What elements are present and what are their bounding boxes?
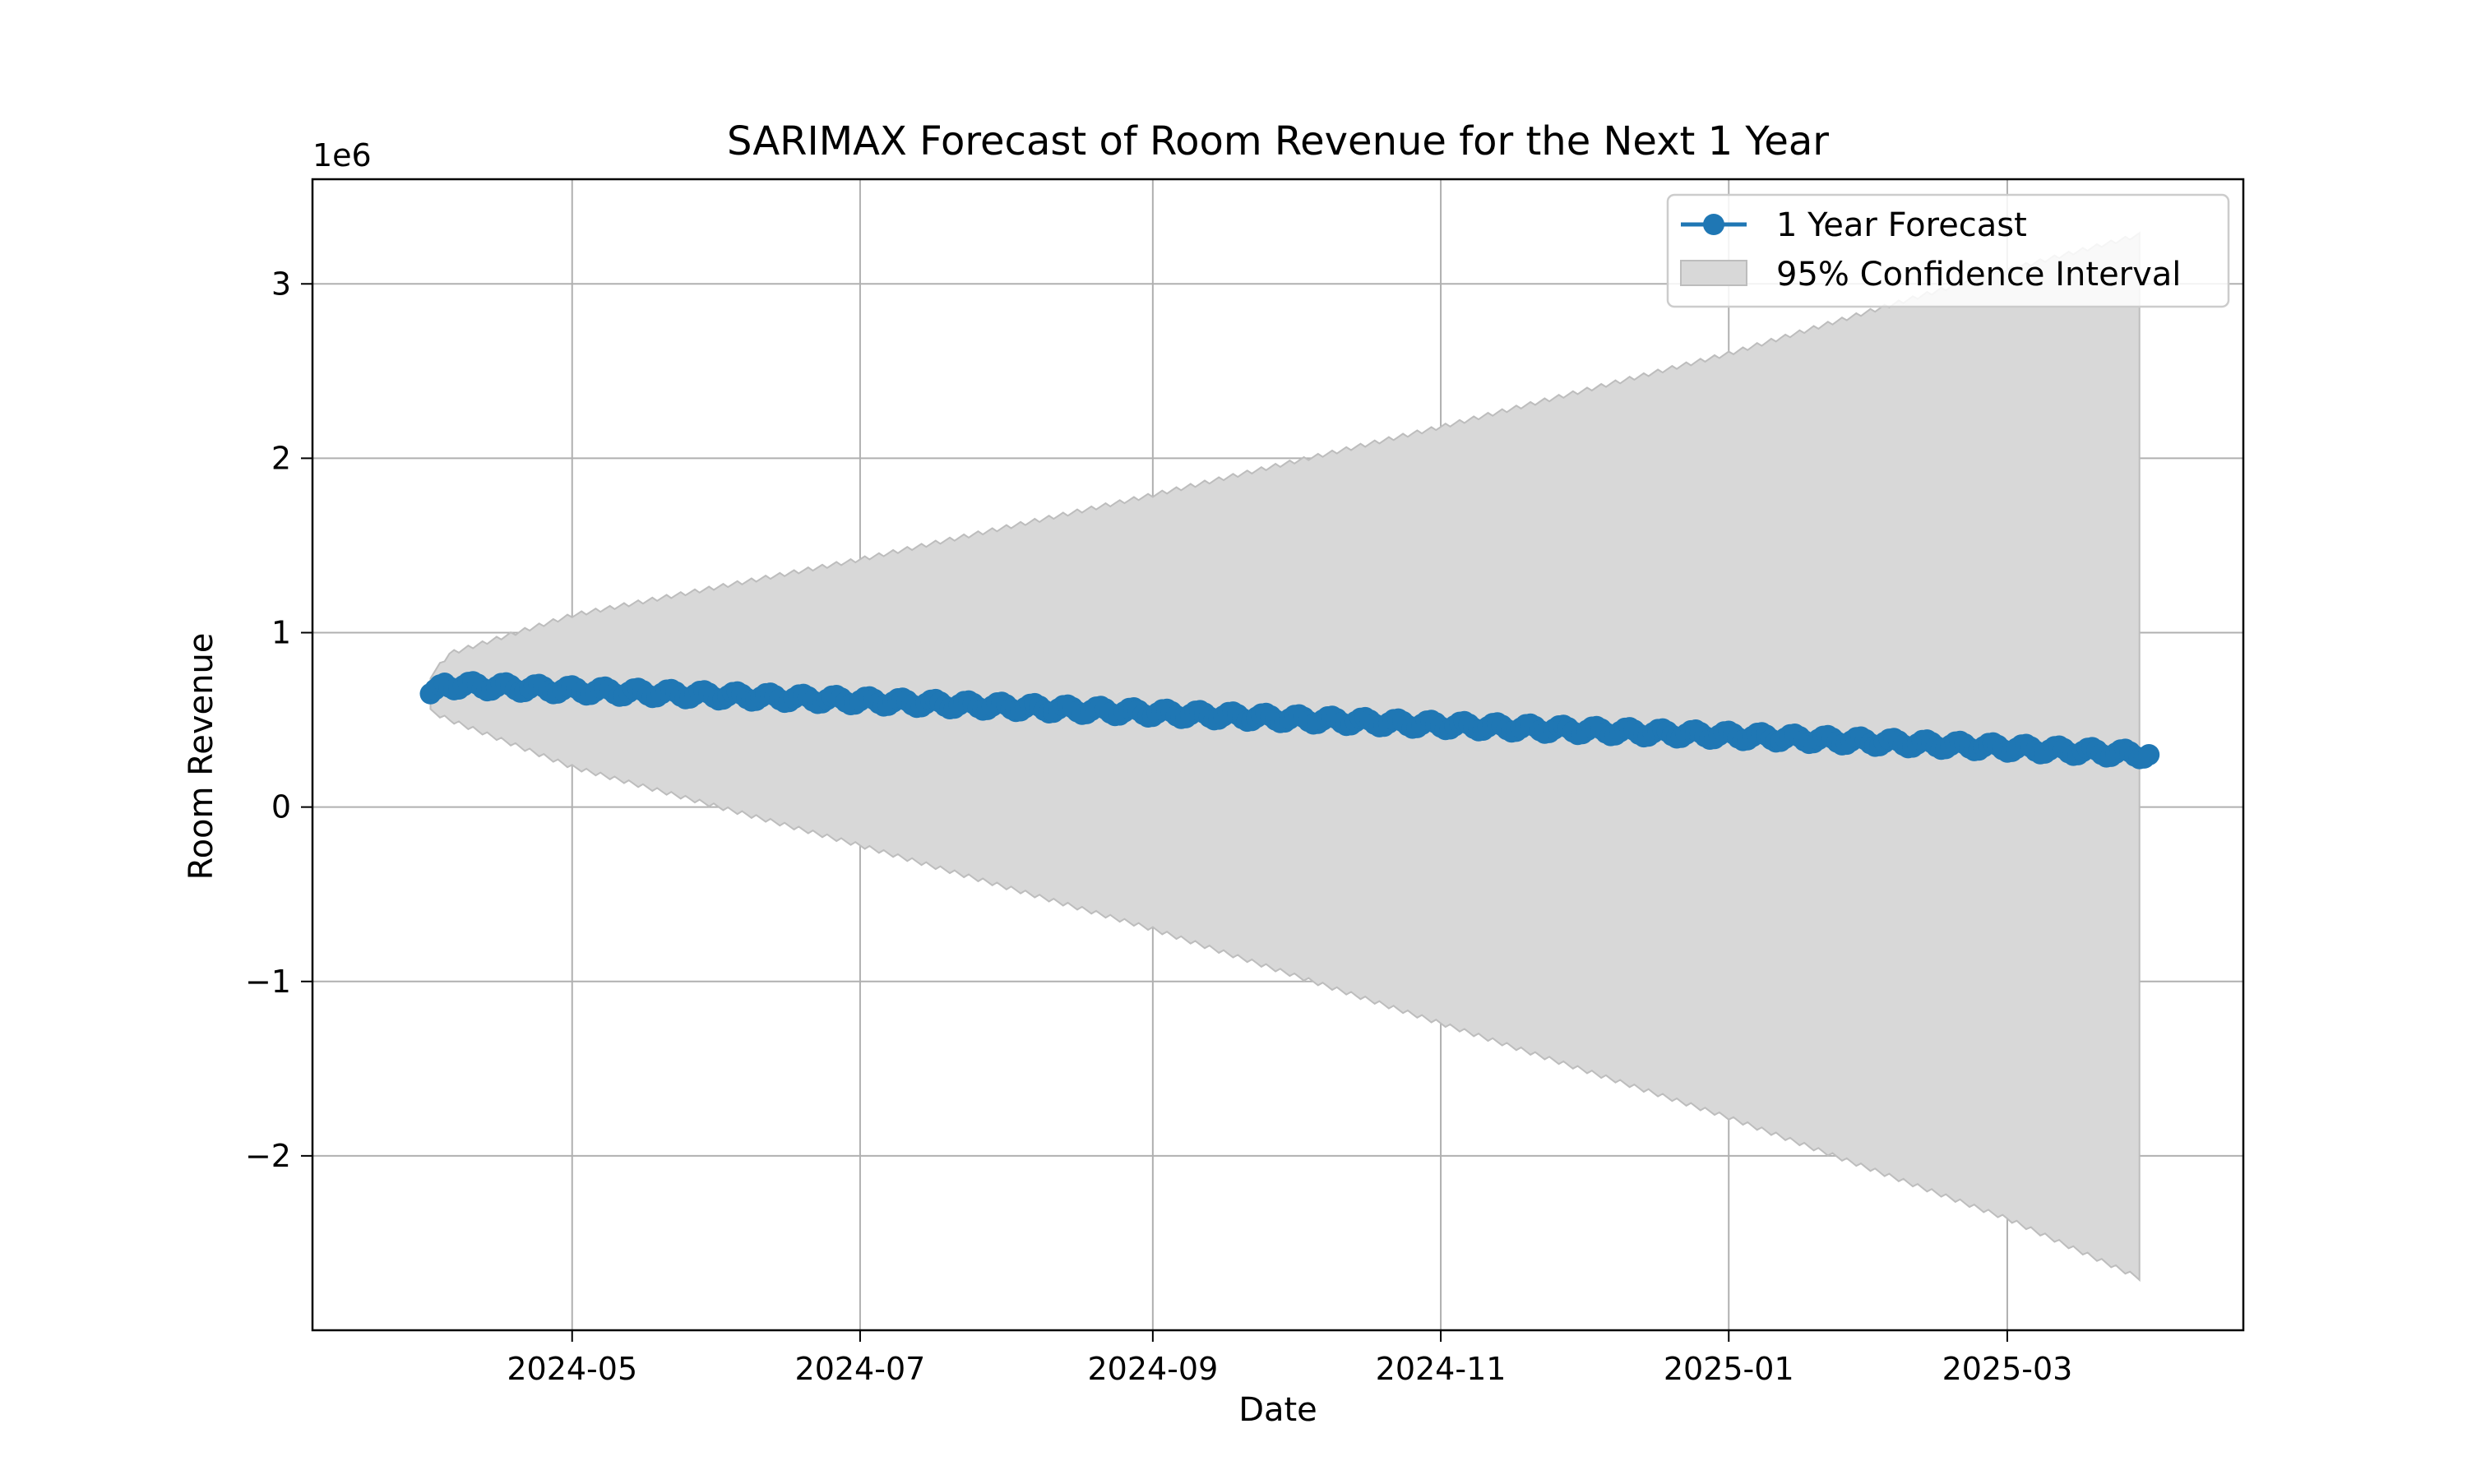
legend-label-forecast: 1 Year Forecast: [1776, 206, 2027, 244]
confidence-interval-area: [429, 231, 2141, 1283]
legend-confidence-swatch: [1680, 260, 1747, 286]
forecast-point: [2138, 744, 2160, 765]
legend: 1 Year Forecast 95% Confidence Interval: [1666, 193, 2230, 308]
legend-forecast-marker-swatch: [1703, 214, 1724, 235]
y-axis-label: Room Revenue: [183, 633, 220, 881]
legend-box: [1666, 193, 2230, 308]
y-tick-label: 3: [271, 266, 291, 302]
x-axis-ticks: 2024-05 2024-07 2024-09 2024-11 2025-01 2025-…: [507, 1330, 2072, 1387]
x-tick-label: 2025-03: [1942, 1351, 2073, 1387]
x-axis-label: Date: [1238, 1391, 1317, 1429]
y-tick-label: 2: [271, 440, 291, 476]
y-axis-offset-text: 1e6: [312, 137, 372, 173]
x-tick-label: 2024-05: [507, 1351, 637, 1387]
x-tick-label: 2025-01: [1664, 1351, 1794, 1387]
legend-label-confidence-interval: 95% Confidence Interval: [1776, 256, 2181, 294]
y-tick-label: 0: [271, 789, 291, 825]
x-tick-label: 2024-11: [1376, 1351, 1507, 1387]
chart-title: SARIMAX Forecast of Room Revenue for the…: [727, 118, 1829, 164]
y-tick-label: −1: [245, 964, 291, 1000]
y-tick-label: 1: [271, 615, 291, 651]
forecast-series: [419, 671, 2160, 770]
x-tick-label: 2024-09: [1087, 1351, 1218, 1387]
plot-frame: [311, 178, 2245, 1332]
y-axis-ticks: −2 −1 0 1 2 3: [245, 266, 312, 1174]
y-tick-label: −2: [245, 1138, 291, 1174]
confidence-band: [429, 231, 2141, 1283]
x-tick-label: 2024-07: [795, 1351, 926, 1387]
